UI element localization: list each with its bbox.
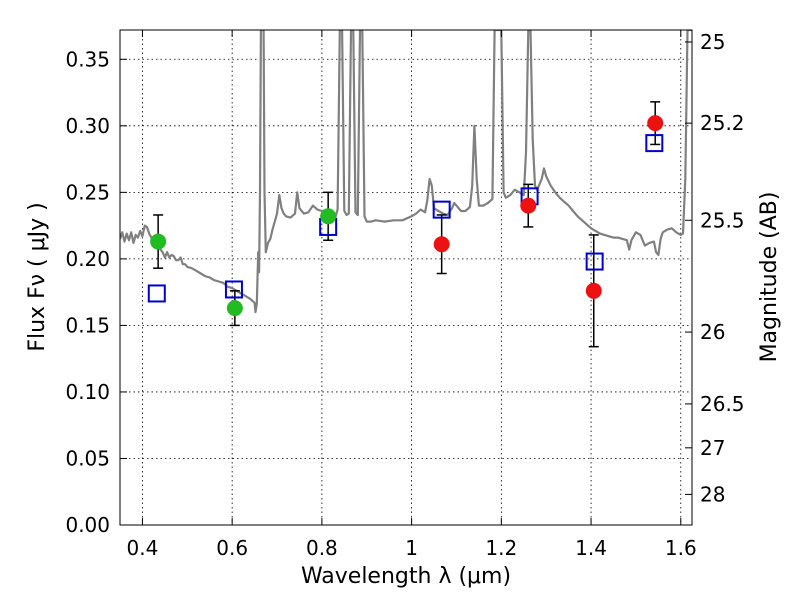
y2-axis-ticks: 25 25.2 25.5 26 26.5 27 28 [685, 30, 745, 506]
model-photometry-box [224, 280, 243, 299]
x-tick-label: 1.2 [485, 536, 517, 560]
y-tick-label: 0.20 [65, 247, 110, 271]
model-photometry-box [432, 200, 451, 219]
y2-tick-label: 26.5 [700, 392, 745, 416]
y-axis-label: Flux Fν ( μJy ) [25, 202, 50, 351]
observed-point [520, 197, 537, 214]
y2-tick-label: 28 [700, 482, 725, 506]
x-tick-label: 1 [405, 536, 418, 560]
x-tick-label: 1.4 [575, 536, 607, 560]
y-tick-label: 0.30 [65, 114, 110, 138]
y2-tick-label: 25 [700, 30, 725, 54]
y2-tick-label: 27 [700, 436, 725, 460]
x-tick-label: 0.6 [216, 536, 248, 560]
grid-lines [120, 30, 692, 526]
y-tick-label: 0.00 [65, 513, 110, 537]
y-tick-label: 0.15 [65, 313, 110, 337]
observed-point [647, 115, 664, 132]
y-tick-label: 0.10 [65, 380, 110, 404]
model-photometry-box [585, 252, 604, 271]
y-axis-ticks: 0.00 0.05 0.10 0.15 0.20 0.25 0.30 0.35 [65, 47, 127, 537]
plot-background [120, 30, 692, 525]
observed-point [585, 282, 602, 299]
model-spectrum [120, 30, 692, 314]
observed-point [433, 236, 450, 253]
observed-point [150, 233, 167, 250]
observed-point [226, 300, 243, 317]
model-photometry-boxes [147, 134, 664, 303]
y-tick-label: 0.35 [65, 47, 110, 71]
observed-points [150, 115, 664, 317]
y2-tick-label: 26 [700, 320, 725, 344]
model-photometry-box [645, 134, 664, 153]
x-tick-label: 1.6 [665, 536, 697, 560]
plot-frame [119, 29, 693, 526]
y-tick-label: 0.25 [65, 180, 110, 204]
y2-axis-label: Magnitude (AB) [757, 192, 782, 363]
x-tick-label: 0.8 [306, 536, 338, 560]
model-photometry-box [147, 284, 166, 303]
model-spectrum-line [120, 30, 692, 314]
x-axis-ticks: 0.4 0.6 0.8 1 1.2 1.4 1.6 [127, 30, 697, 560]
y2-tick-label: 25.5 [700, 208, 745, 232]
observed-point [320, 208, 337, 225]
x-tick-label: 0.4 [127, 536, 159, 560]
x-axis-label: Wavelength λ (μm) [301, 564, 511, 589]
y2-tick-label: 25.2 [700, 111, 745, 135]
y-tick-label: 0.05 [65, 446, 110, 470]
